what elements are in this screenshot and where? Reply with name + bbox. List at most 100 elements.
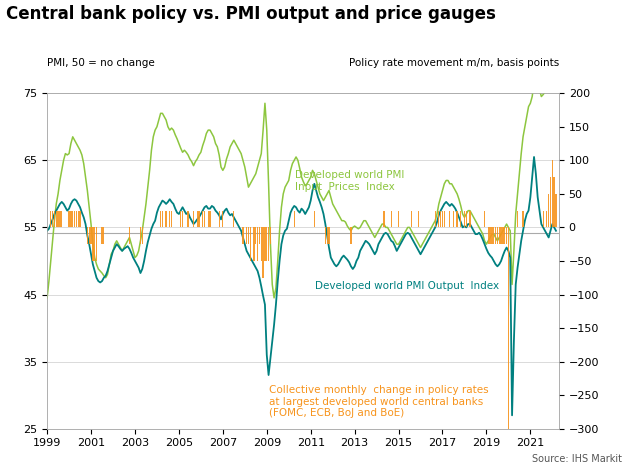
- Bar: [491, 227, 492, 244]
- Bar: [551, 160, 553, 227]
- Bar: [391, 211, 392, 227]
- Bar: [54, 211, 55, 227]
- Bar: [219, 211, 220, 227]
- Bar: [497, 227, 498, 244]
- Bar: [193, 211, 194, 227]
- Bar: [162, 211, 163, 227]
- Bar: [96, 227, 97, 261]
- Bar: [440, 211, 441, 227]
- Bar: [293, 211, 295, 227]
- Bar: [70, 211, 72, 227]
- Text: Developed world PMI Output  Index: Developed world PMI Output Index: [315, 281, 499, 291]
- Bar: [187, 211, 189, 227]
- Bar: [255, 227, 256, 244]
- Bar: [435, 211, 436, 227]
- Bar: [325, 227, 326, 244]
- Bar: [507, 227, 509, 429]
- Bar: [314, 211, 315, 227]
- Bar: [242, 227, 244, 244]
- Bar: [443, 211, 445, 227]
- Bar: [546, 211, 548, 227]
- Bar: [169, 211, 170, 227]
- Bar: [202, 211, 203, 227]
- Bar: [248, 227, 249, 244]
- Bar: [438, 211, 440, 227]
- Bar: [72, 211, 73, 227]
- Bar: [250, 227, 251, 261]
- Bar: [87, 227, 88, 244]
- Bar: [449, 211, 450, 227]
- Bar: [350, 227, 352, 244]
- Bar: [233, 211, 234, 227]
- Bar: [222, 211, 224, 227]
- Bar: [79, 211, 81, 227]
- Text: PMI, 50 = no change: PMI, 50 = no change: [47, 58, 155, 68]
- Text: Central bank policy vs. PMI output and price gauges: Central bank policy vs. PMI output and p…: [6, 5, 496, 23]
- Bar: [548, 194, 550, 227]
- Bar: [495, 227, 496, 244]
- Bar: [270, 227, 271, 244]
- Bar: [555, 194, 556, 227]
- Bar: [257, 227, 258, 261]
- Bar: [442, 211, 443, 227]
- Bar: [502, 227, 504, 244]
- Bar: [504, 227, 506, 244]
- Bar: [484, 211, 485, 227]
- Bar: [68, 211, 70, 227]
- Text: Collective monthly  change in policy rates
at largest developed world central ba: Collective monthly change in policy rate…: [269, 385, 489, 418]
- Bar: [171, 211, 172, 227]
- Bar: [207, 211, 209, 227]
- Bar: [487, 227, 489, 244]
- Bar: [517, 211, 518, 227]
- Bar: [89, 227, 90, 244]
- Bar: [464, 211, 465, 227]
- Bar: [57, 211, 59, 227]
- Bar: [76, 211, 77, 227]
- Bar: [129, 227, 130, 244]
- Bar: [328, 227, 330, 244]
- Bar: [550, 177, 551, 227]
- Bar: [90, 227, 92, 244]
- Bar: [160, 211, 161, 227]
- Bar: [501, 227, 502, 244]
- Bar: [197, 211, 198, 227]
- Bar: [50, 211, 51, 227]
- Bar: [204, 211, 205, 227]
- Bar: [457, 211, 458, 227]
- Bar: [469, 211, 470, 227]
- Bar: [522, 211, 524, 227]
- Bar: [78, 211, 79, 227]
- Bar: [418, 211, 420, 227]
- Bar: [74, 211, 75, 227]
- Bar: [327, 227, 328, 244]
- Bar: [182, 211, 183, 227]
- Text: Policy rate movement m/m, basis points: Policy rate movement m/m, basis points: [349, 58, 559, 68]
- Bar: [94, 227, 95, 261]
- Bar: [56, 211, 57, 227]
- Bar: [489, 227, 490, 244]
- Bar: [52, 211, 53, 227]
- Bar: [460, 211, 462, 227]
- Bar: [253, 227, 254, 261]
- Bar: [398, 211, 399, 227]
- Bar: [103, 227, 104, 244]
- Bar: [553, 177, 555, 227]
- Bar: [499, 227, 500, 244]
- Bar: [264, 227, 266, 261]
- Bar: [61, 211, 62, 227]
- Bar: [261, 227, 262, 261]
- Bar: [198, 211, 200, 227]
- Bar: [259, 227, 260, 244]
- Text: Developed world PMI
Input  Prices  Index: Developed world PMI Input Prices Index: [295, 171, 404, 192]
- Bar: [453, 211, 454, 227]
- Bar: [543, 211, 544, 227]
- Bar: [246, 227, 247, 244]
- Bar: [383, 211, 384, 227]
- Bar: [268, 227, 269, 261]
- Bar: [266, 227, 268, 261]
- Bar: [101, 227, 102, 244]
- Bar: [59, 211, 60, 227]
- Bar: [140, 227, 141, 244]
- Bar: [506, 227, 507, 244]
- Bar: [411, 211, 412, 227]
